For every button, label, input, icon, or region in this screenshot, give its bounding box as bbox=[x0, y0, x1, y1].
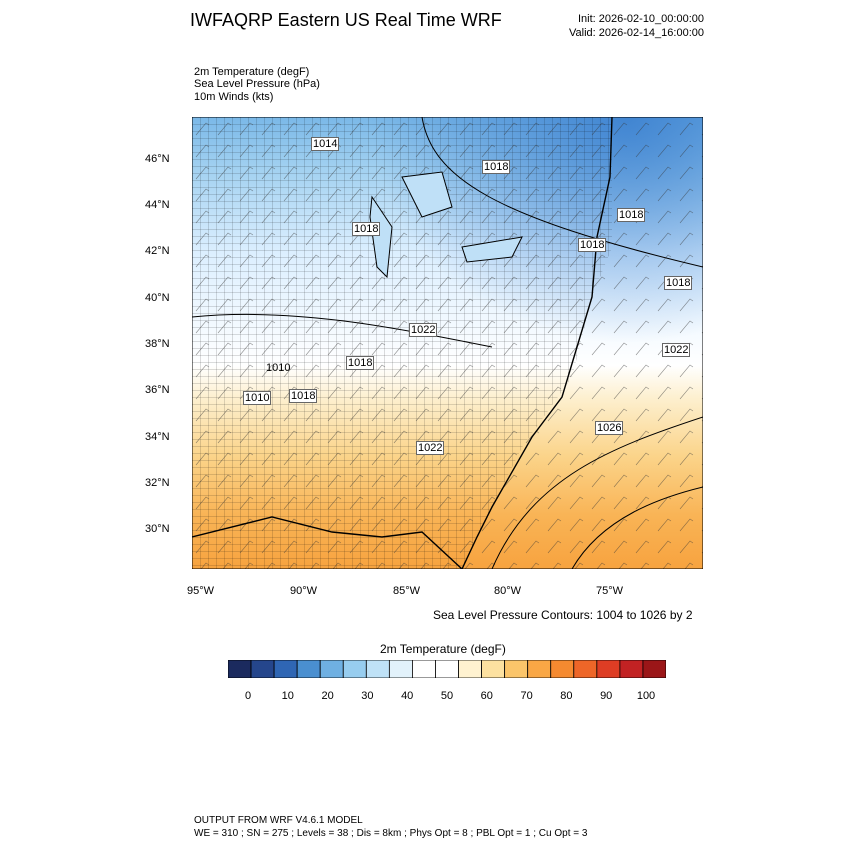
pressure-label: 1018 bbox=[617, 208, 646, 222]
pressure-label: 1010 bbox=[243, 391, 272, 405]
lon-label: 85°W bbox=[393, 585, 421, 597]
pressure-contour bbox=[571, 486, 703, 569]
colorbar-swatch bbox=[412, 660, 436, 678]
weather-map bbox=[192, 117, 703, 569]
colorbar-label: 40 bbox=[401, 690, 414, 702]
lon-label: 75°W bbox=[596, 585, 624, 597]
colorbar-label: 90 bbox=[600, 690, 613, 702]
colorbar-swatch bbox=[388, 660, 413, 678]
lat-label: 34°N bbox=[145, 431, 170, 443]
colorbar bbox=[228, 660, 666, 678]
colorbar-title: 2m Temperature (degF) bbox=[380, 642, 506, 656]
great-lakes bbox=[369, 171, 523, 279]
colorbar-label: 50 bbox=[440, 690, 454, 702]
colorbar-swatch bbox=[273, 660, 298, 678]
colorbar-swatch bbox=[365, 660, 390, 678]
colorbar-swatch bbox=[573, 660, 598, 678]
colorbar-swatch bbox=[250, 660, 275, 678]
chart-title: IWFAQRP Eastern US Real Time WRF bbox=[190, 10, 502, 30]
slp-contour-note: Sea Level Pressure Contours: 1004 to 102… bbox=[433, 608, 693, 622]
pressure-label: 1018 bbox=[289, 389, 318, 403]
lat-label: 46°N bbox=[145, 153, 170, 165]
colorbar-swatch bbox=[550, 660, 575, 678]
coastline bbox=[461, 117, 613, 569]
colorbar-swatch bbox=[228, 660, 252, 678]
footer-model: OUTPUT FROM WRF V4.6.1 MODEL bbox=[194, 815, 363, 826]
lat-label: 32°N bbox=[145, 477, 170, 489]
colorbar-swatch bbox=[458, 660, 482, 678]
colorbar-swatch bbox=[435, 660, 459, 678]
pressure-label: 1018 bbox=[346, 356, 375, 370]
pressure-label: 1022 bbox=[662, 343, 691, 357]
pressure-contour bbox=[421, 117, 703, 268]
colorbar-label: 20 bbox=[321, 690, 334, 702]
colorbar-swatch bbox=[342, 660, 367, 678]
colorbar-swatch bbox=[319, 660, 344, 678]
pressure-label: 1026 bbox=[595, 421, 624, 435]
field-label-pressure: Sea Level Pressure (hPa) bbox=[194, 78, 320, 90]
lat-label: 40°N bbox=[145, 292, 170, 304]
pressure-label: 1018 bbox=[352, 222, 381, 236]
lon-label: 95°W bbox=[187, 585, 215, 597]
footer-config: WE = 310 ; SN = 275 ; Levels = 38 ; Dis … bbox=[194, 828, 588, 839]
colorbar-swatch bbox=[481, 660, 506, 678]
colorbar-swatch bbox=[619, 660, 644, 678]
lat-label: 38°N bbox=[145, 338, 170, 350]
lon-label: 80°W bbox=[494, 585, 522, 597]
colorbar-swatch bbox=[296, 660, 321, 678]
gulf-coast bbox=[192, 516, 463, 569]
colorbar-label: 70 bbox=[520, 690, 533, 702]
pressure-label: 1018 bbox=[578, 238, 607, 252]
pressure-label: 1018 bbox=[664, 276, 693, 290]
colorbar-label: 10 bbox=[281, 690, 294, 702]
colorbar-label: 100 bbox=[636, 690, 656, 702]
valid-time: Valid: 2026-02-14_16:00:00 bbox=[569, 27, 704, 39]
lon-label: 90°W bbox=[290, 585, 318, 597]
pressure-contour bbox=[192, 313, 493, 348]
pressure-label: 1022 bbox=[416, 441, 445, 455]
pressure-label: 1014 bbox=[311, 137, 340, 151]
pressure-label: 1022 bbox=[409, 323, 438, 337]
colorbar-swatch bbox=[642, 660, 666, 678]
lat-label: 44°N bbox=[145, 199, 170, 211]
colorbar-swatch bbox=[504, 660, 529, 678]
field-label-winds: 10m Winds (kts) bbox=[194, 91, 274, 103]
colorbar-label: 30 bbox=[361, 690, 374, 702]
pressure-label: 1018 bbox=[482, 160, 511, 174]
colorbar-swatch bbox=[527, 660, 552, 678]
init-time: Init: 2026-02-10_00:00:00 bbox=[578, 13, 704, 25]
lat-label: 30°N bbox=[145, 523, 170, 535]
pressure-label: 1010 bbox=[266, 362, 291, 374]
lat-label: 42°N bbox=[145, 245, 170, 257]
field-label-temperature: 2m Temperature (degF) bbox=[194, 66, 310, 78]
colorbar-label: 80 bbox=[560, 690, 573, 702]
colorbar-swatch bbox=[596, 660, 621, 678]
colorbar-label: 60 bbox=[480, 690, 493, 702]
pressure-contour bbox=[491, 416, 703, 569]
lat-label: 36°N bbox=[145, 384, 170, 396]
colorbar-label: 0 bbox=[244, 690, 252, 702]
